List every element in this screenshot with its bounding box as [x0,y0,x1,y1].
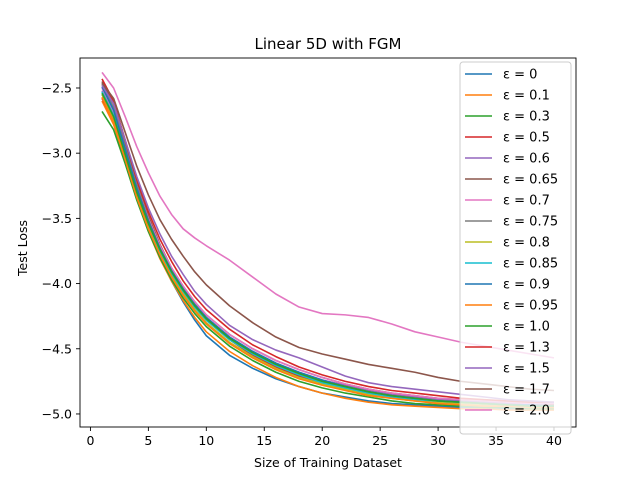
legend-label-7: ε = 0.75 [503,215,558,230]
y-tick-label: −2.5 [42,80,72,95]
x-tick-label: 20 [314,433,330,448]
x-tick-label: 10 [198,433,214,448]
x-tick-label: 0 [86,433,94,448]
legend-label-1: ε = 0.1 [503,89,550,104]
legend-label-6: ε = 0.7 [503,194,550,209]
x-tick-label: 30 [430,433,446,448]
legend-label-10: ε = 0.9 [503,278,550,293]
x-tick-label: 5 [144,433,152,448]
y-tick-label: −5.0 [42,406,72,421]
y-tick-label: −3.5 [42,211,72,226]
y-tick-label: −4.5 [42,341,72,356]
plot-frame [79,57,577,428]
x-tick-label: 35 [488,433,504,448]
y-tick-label: −4.0 [42,276,72,291]
x-axis-label: Size of Training Dataset [254,455,402,470]
x-tick-label: 40 [546,433,562,448]
legend-label-13: ε = 1.3 [503,341,550,356]
legend: ε = 0 ε = 0.1 ε = 0.3 ε = 0.5 ε = 0.6 ε = 0.6… [459,61,572,435]
x-tick-label: 15 [256,433,272,448]
legend-label-12: ε = 1.0 [503,320,550,335]
legend-label-3: ε = 0.5 [503,131,550,146]
axes: 0 5 10 15 20 25 30 35 40 −5.0 −4.5 −4.0 −3.5 −3.0 −2.5 [42,57,577,448]
legend-box [459,61,572,435]
legend-label-5: ε = 0.65 [503,173,558,188]
y-tick-label: −3.0 [42,146,72,161]
legend-label-9: ε = 0.85 [503,257,558,272]
legend-label-0: ε = 0 [503,68,537,83]
legend-label-8: ε = 0.8 [503,236,550,251]
y-axis-label: Test Loss [15,220,30,277]
legend-label-14: ε = 1.5 [503,362,550,377]
legend-label-11: ε = 0.95 [503,299,558,314]
legend-label-16: ε = 2.0 [503,404,550,419]
chart-title: Linear 5D with FGM [254,35,401,53]
x-tick-label: 25 [372,433,388,448]
legend-label-2: ε = 0.3 [503,110,550,125]
legend-label-4: ε = 0.6 [503,152,550,167]
legend-label-15: ε = 1.7 [503,383,550,398]
